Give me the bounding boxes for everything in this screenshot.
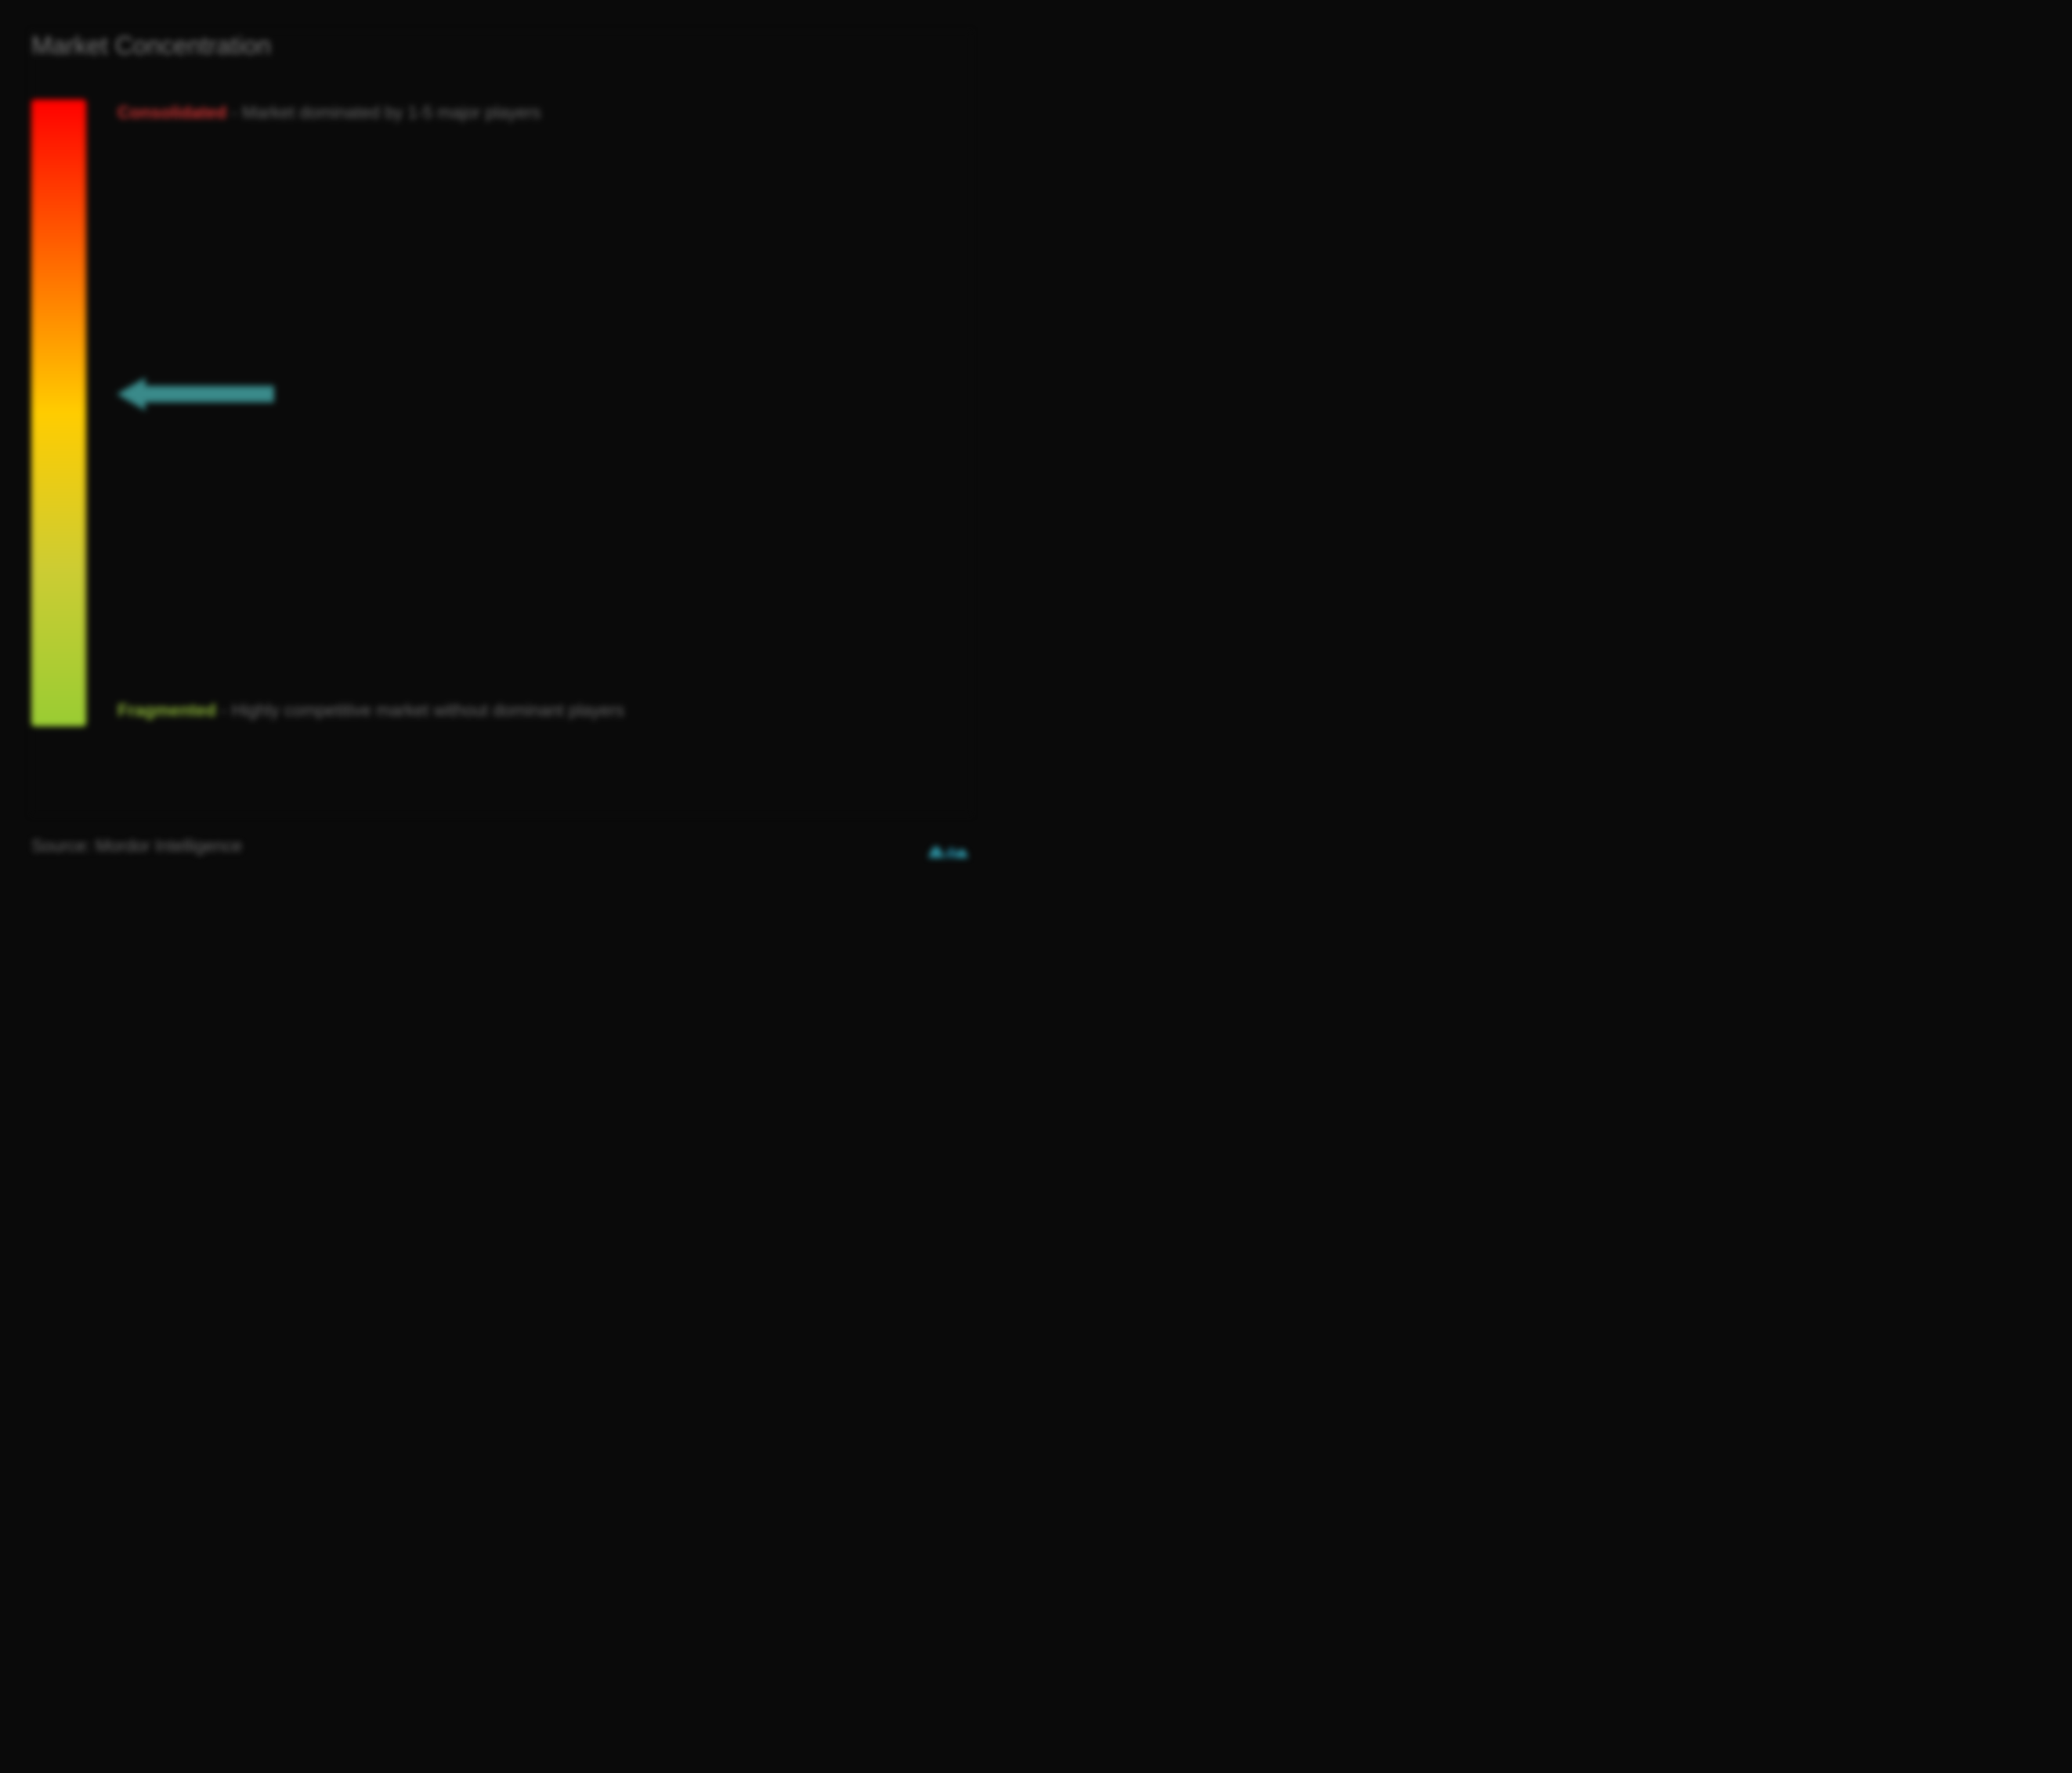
fragmented-description: - Highly competitive market without domi… (221, 700, 624, 720)
market-concentration-infographic: Market Concentration Consolidated - Mark… (31, 31, 971, 815)
concentration-gradient-bar (31, 100, 86, 726)
fragmented-label: Fragmented - Highly competitive market w… (118, 695, 624, 726)
position-indicator-arrow (118, 375, 274, 414)
consolidated-keyword: Consolidated (118, 103, 226, 122)
mordor-logo-icon (924, 830, 971, 862)
chart-content: Consolidated - Market dominated by 1-5 m… (31, 100, 971, 726)
fragmented-keyword: Fragmented (118, 700, 216, 720)
consolidated-label: Consolidated - Market dominated by 1-5 m… (118, 100, 541, 125)
arrow-icon (118, 375, 274, 414)
consolidated-description: - Market dominated by 1-5 major players (231, 103, 541, 122)
labels-area: Consolidated - Market dominated by 1-5 m… (118, 100, 971, 726)
chart-title: Market Concentration (31, 31, 971, 60)
source-attribution: Source: Mordor Intelligence (31, 836, 242, 856)
chart-footer: Source: Mordor Intelligence (31, 830, 971, 862)
